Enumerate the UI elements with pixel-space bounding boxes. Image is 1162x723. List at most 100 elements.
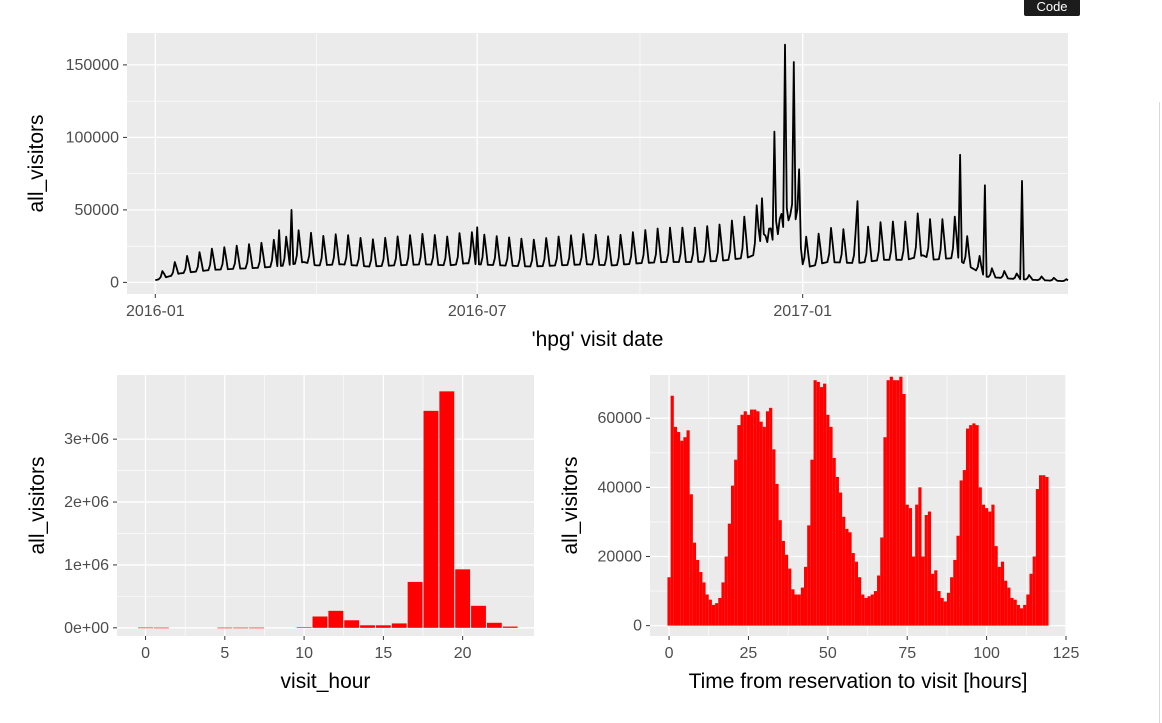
y-tick-label: 20000: [598, 548, 643, 565]
bar-29: [759, 421, 763, 626]
bar-19: [727, 523, 731, 626]
bar-113: [1026, 594, 1030, 626]
bar-76: [908, 508, 912, 626]
bar-33: [772, 449, 776, 626]
bar-18: [724, 556, 728, 626]
bar-95: [969, 425, 973, 626]
bar-89: [950, 577, 954, 626]
bar-99: [981, 504, 986, 626]
bar-45: [810, 459, 814, 626]
bar-53: [835, 476, 839, 626]
x-tick-label: 75: [898, 645, 916, 662]
y-tick-label: 0: [633, 618, 642, 635]
bar-26: [750, 409, 754, 626]
x-axis-title: 'hpg' visit date: [532, 328, 664, 351]
bar-17: [407, 581, 423, 628]
bar-20: [455, 569, 471, 628]
bar-14: [360, 625, 375, 628]
x-tick-label: 2017-01: [773, 303, 832, 320]
y-tick-label: 150000: [66, 57, 119, 74]
bar-50: [826, 414, 830, 626]
chart-panel-3: 0 25 50 75 100 125 0 20000 40000 60000 Time from r…: [559, 375, 1079, 693]
bar-6: [233, 627, 249, 629]
bar-16: [718, 597, 722, 626]
bar-21: [734, 459, 738, 626]
bar-28: [756, 411, 760, 626]
bar-105: [1000, 561, 1005, 626]
bar-100: [985, 508, 989, 626]
bar-46: [813, 380, 817, 626]
bar-81: [924, 515, 928, 626]
bar-10: [699, 572, 703, 626]
bar-12: [328, 610, 344, 628]
bar-86: [940, 597, 944, 626]
bar-16: [391, 623, 407, 628]
code-button[interactable]: Code: [1024, 0, 1080, 16]
bar-43: [804, 566, 808, 626]
bar-2: [673, 426, 677, 626]
bar-21: [471, 605, 486, 628]
bar-11: [312, 616, 328, 628]
y-tick-label: 40000: [598, 479, 643, 496]
bar-87: [943, 601, 947, 626]
y-tick-label: 3e+06: [64, 431, 109, 448]
y-axis-title: all_visitors: [559, 456, 582, 554]
bar-82: [927, 511, 932, 626]
bar-72: [896, 380, 900, 626]
y-tick-label: 2e+06: [64, 494, 109, 511]
bar-0: [667, 577, 671, 626]
bar-10: [296, 627, 312, 628]
x-tick-label: 25: [740, 645, 758, 662]
chart-panel-2: 0 5 10 15 20 0e+00 1e+06 2e+06 3e+06 visit_hour al…: [26, 375, 534, 693]
bar-44: [807, 525, 811, 626]
bar-11: [702, 582, 706, 626]
x-tick-label: 5: [220, 645, 229, 662]
bar-118: [1042, 475, 1046, 626]
bar-24: [743, 411, 747, 626]
bar-84: [934, 570, 938, 626]
x-tick-label: 2016-01: [126, 303, 185, 320]
bar-30: [762, 426, 766, 626]
x-tick-label: 10: [295, 645, 313, 662]
bar-93: [962, 470, 966, 626]
bar-55: [842, 516, 846, 626]
bar-80: [921, 556, 925, 626]
bar-22: [737, 425, 741, 626]
x-axis-title: Time from reservation to visit [hours]: [689, 670, 1028, 693]
right-divider: [1159, 102, 1160, 723]
y-axis-title: all_visitors: [25, 114, 48, 212]
bar-78: [915, 504, 919, 626]
x-tick-label: 15: [374, 645, 392, 662]
bar-52: [832, 457, 836, 626]
bar-34: [775, 483, 779, 626]
bar-48: [819, 387, 824, 626]
bar-88: [946, 592, 951, 626]
x-tick-label: 0: [141, 645, 150, 662]
bar-98: [978, 487, 982, 626]
bar-8: [692, 542, 697, 626]
bar-49: [823, 383, 827, 626]
bar-79: [918, 487, 922, 626]
y-tick-label: 1e+06: [64, 557, 109, 574]
bar-32: [769, 407, 773, 626]
bar-4: [680, 440, 684, 626]
bar-15: [375, 625, 391, 628]
bar-59: [854, 561, 858, 626]
bar-23: [502, 626, 518, 628]
bar-5: [217, 627, 233, 629]
bar-54: [838, 492, 843, 626]
bar-112: [1023, 604, 1027, 626]
bar-12: [705, 594, 709, 626]
x-tick-label: 125: [1053, 645, 1080, 662]
bar-23: [740, 414, 744, 626]
y-tick-label: 100000: [66, 129, 119, 146]
x-tick-label: 50: [819, 645, 837, 662]
bar-116: [1035, 489, 1040, 626]
plot-background: [117, 375, 534, 636]
bar-62: [864, 597, 868, 626]
y-tick-label: 50000: [75, 202, 120, 219]
bar-58: [851, 553, 855, 626]
x-tick-label: 100: [973, 645, 1000, 662]
bar-75: [905, 504, 909, 626]
